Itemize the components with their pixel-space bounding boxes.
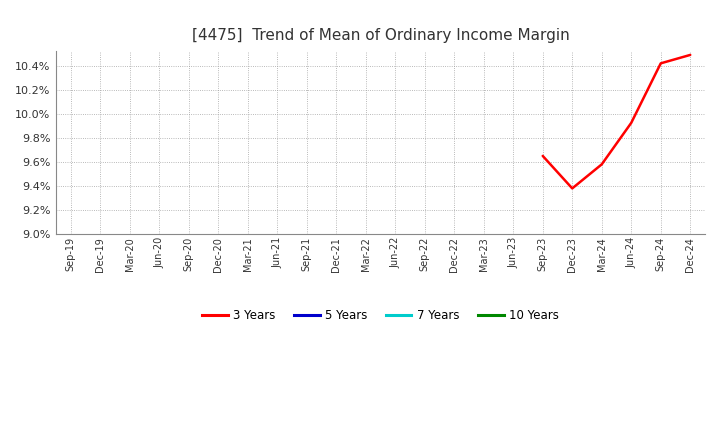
Legend: 3 Years, 5 Years, 7 Years, 10 Years: 3 Years, 5 Years, 7 Years, 10 Years	[197, 304, 564, 326]
Title: [4475]  Trend of Mean of Ordinary Income Margin: [4475] Trend of Mean of Ordinary Income …	[192, 28, 570, 43]
